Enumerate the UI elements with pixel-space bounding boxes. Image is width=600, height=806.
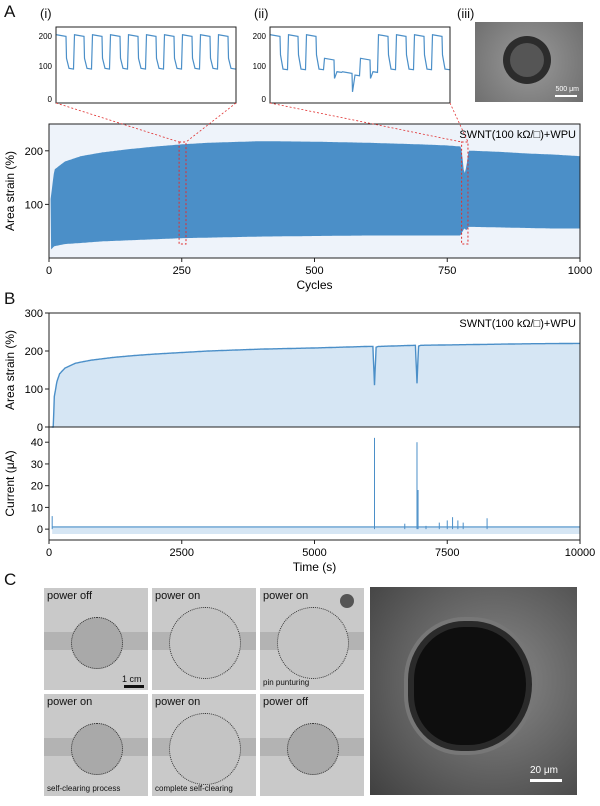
inset-label-i: (i) xyxy=(40,6,52,21)
chart-b-bottom-ytick-label: 40 xyxy=(31,437,43,449)
chart-b-xtick-label: 2500 xyxy=(170,547,194,559)
highlight-window-2 xyxy=(461,141,469,245)
inset-i-chart: 200 100 0 xyxy=(39,26,237,104)
photo-3: power on pin punturing xyxy=(260,588,364,690)
chart-b-bottom-ytick-label: 20 xyxy=(31,481,43,493)
photo-caption: power on xyxy=(263,590,309,602)
photo-note: complete self-clearing xyxy=(155,784,233,793)
membrane-circle xyxy=(71,617,123,669)
connector-i-left xyxy=(55,102,180,143)
chart-b-bottom-frame xyxy=(48,426,581,541)
sem-scale-label: 20 μm xyxy=(530,765,558,776)
chart-a: 0 250 500 750 1000 100 200 Cycles Area strain (%… xyxy=(3,123,592,292)
chart-b-bottom-ytick-label: 30 xyxy=(31,459,43,471)
photo-caption: power on xyxy=(155,590,201,602)
photo-caption: power off xyxy=(263,696,309,708)
scale-bar xyxy=(555,95,577,97)
connector-ii-left xyxy=(269,102,462,143)
connector-i-right xyxy=(185,102,237,143)
chart-a-xtick-label: 1000 xyxy=(568,265,592,277)
hole-center xyxy=(510,43,544,77)
inset-iii-micrograph: 500 μm xyxy=(475,22,583,102)
chart-a-ylabel: Area strain (%) xyxy=(3,151,17,231)
inset-ii-tick-0: 0 xyxy=(262,95,267,104)
scale-label-1cm: 1 cm xyxy=(122,674,142,684)
chart-b-bottom-ylabel: Current (μA) xyxy=(3,450,17,516)
inset-label-ii: (ii) xyxy=(254,6,269,21)
photo-4: power on self-clearing process xyxy=(44,694,148,796)
inset-i-tick-0: 0 xyxy=(48,95,53,104)
photo-1: power off 1 cm xyxy=(44,588,148,690)
chart-a-xtick-label: 500 xyxy=(305,265,323,277)
photo-caption: power off xyxy=(47,590,93,602)
inset-ii-waveform xyxy=(270,34,450,92)
chart-b-strain-fill xyxy=(51,343,580,427)
membrane-circle xyxy=(169,607,241,679)
chart-b-top-ytick-label: 0 xyxy=(37,422,43,434)
chart-b-strain-envelope xyxy=(51,342,580,428)
chart-b-top-ytick-label: 100 xyxy=(25,384,43,396)
scale-bar-1cm xyxy=(124,685,144,688)
chart-b-current-baseline-fill xyxy=(52,526,581,534)
membrane-circle xyxy=(169,713,241,785)
photo-caption: power on xyxy=(155,696,201,708)
chart-a-xtick-label: 750 xyxy=(438,265,456,277)
panel-label-b: B xyxy=(4,289,16,308)
chart-b-annotation: SWNT(100 kΩ/□)+WPU xyxy=(459,318,576,330)
membrane-circle xyxy=(277,607,349,679)
chart-b-xtick-label: 0 xyxy=(46,547,52,559)
chart-b-top-ytick-label: 300 xyxy=(25,308,43,320)
membrane-circle xyxy=(287,723,339,775)
membrane-circle xyxy=(71,723,123,775)
chart-a-ytick-label: 200 xyxy=(25,146,43,158)
chart-b-top-ytick-label: 200 xyxy=(25,346,43,358)
inset-ii-tick-100: 100 xyxy=(253,62,267,71)
connector-ii-right xyxy=(449,102,469,143)
photo-5: power on complete self-clearing xyxy=(152,694,256,796)
chart-b-xtick-label: 10000 xyxy=(565,547,596,559)
photo-6: power off xyxy=(260,694,364,796)
highlight-window-1 xyxy=(178,141,187,245)
sem-image: 20 μm xyxy=(370,587,577,795)
chart-a-annotation: SWNT(100 kΩ/□)+WPU xyxy=(459,129,576,141)
inset-i-tick-200: 200 xyxy=(39,32,53,41)
inset-label-iii: (iii) xyxy=(457,6,475,21)
sem-scale-bar xyxy=(530,779,562,782)
panel-label-a: A xyxy=(4,2,16,21)
pin xyxy=(340,594,354,608)
chart-b-xtick-label: 5000 xyxy=(302,547,326,559)
photo-2: power on xyxy=(152,588,256,690)
chart-a-xtick-label: 0 xyxy=(46,265,52,277)
chart-b-top-ylabel: Area strain (%) xyxy=(3,330,17,410)
chart-a-strain-band xyxy=(50,141,581,250)
chart-b-bottom-ytick-label: 10 xyxy=(31,502,43,514)
chart-a-ytick-label: 100 xyxy=(25,199,43,211)
inset-connectors xyxy=(55,102,469,143)
chart-a-xtick-label: 250 xyxy=(173,265,191,277)
inset-i-waveform xyxy=(56,34,236,70)
panel-label-c: C xyxy=(4,570,17,589)
inset-i-tick-100: 100 xyxy=(39,62,53,71)
chart-b-xtick-label: 7500 xyxy=(435,547,459,559)
chart-b-xlabel: Time (s) xyxy=(293,560,337,574)
chart-b-bottom-ytick-label: 0 xyxy=(37,524,43,536)
photo-caption: power on xyxy=(47,696,93,708)
inset-ii-chart: 200 100 0 xyxy=(253,26,451,104)
inset-ii-tick-200: 200 xyxy=(253,32,267,41)
photo-note: pin punturing xyxy=(263,678,310,687)
sem-crater xyxy=(414,627,526,745)
photo-note: self-clearing process xyxy=(47,784,121,793)
scale-bar-label: 500 μm xyxy=(555,86,580,93)
chart-a-xlabel: Cycles xyxy=(296,278,332,292)
